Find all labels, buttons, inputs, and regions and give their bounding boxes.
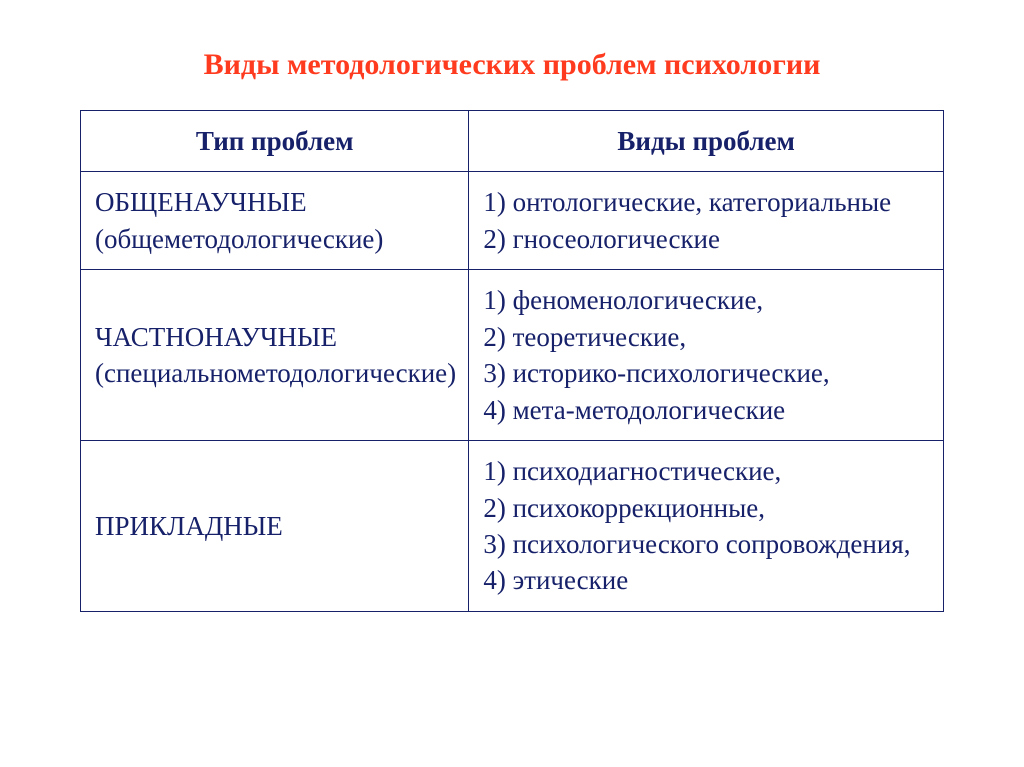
page-title: Виды методологических проблем психологии: [80, 48, 944, 82]
table-row: ПРИКЛАДНЫЕ 1) психодиагностические,2) пс…: [81, 441, 944, 612]
cell-type: ЧАСТНОНАУЧНЫЕ (специальнометодологически…: [81, 270, 469, 441]
cell-kinds: 1) феноменологические,2) теоретические,3…: [469, 270, 944, 441]
table-row: ОБЩЕНАУЧНЫЕ (общеметодологические) 1) он…: [81, 172, 944, 270]
header-kinds: Виды проблем: [469, 111, 944, 172]
methodology-table: Тип проблем Виды проблем ОБЩЕНАУЧНЫЕ (об…: [80, 110, 944, 612]
header-type: Тип проблем: [81, 111, 469, 172]
table-row: ЧАСТНОНАУЧНЫЕ (специальнометодологически…: [81, 270, 944, 441]
cell-type: ПРИКЛАДНЫЕ: [81, 441, 469, 612]
cell-kinds: 1) онтологические, категориальные2) гнос…: [469, 172, 944, 270]
table-header-row: Тип проблем Виды проблем: [81, 111, 944, 172]
cell-kinds: 1) психодиагностические,2) психокоррекци…: [469, 441, 944, 612]
cell-type: ОБЩЕНАУЧНЫЕ (общеметодологические): [81, 172, 469, 270]
